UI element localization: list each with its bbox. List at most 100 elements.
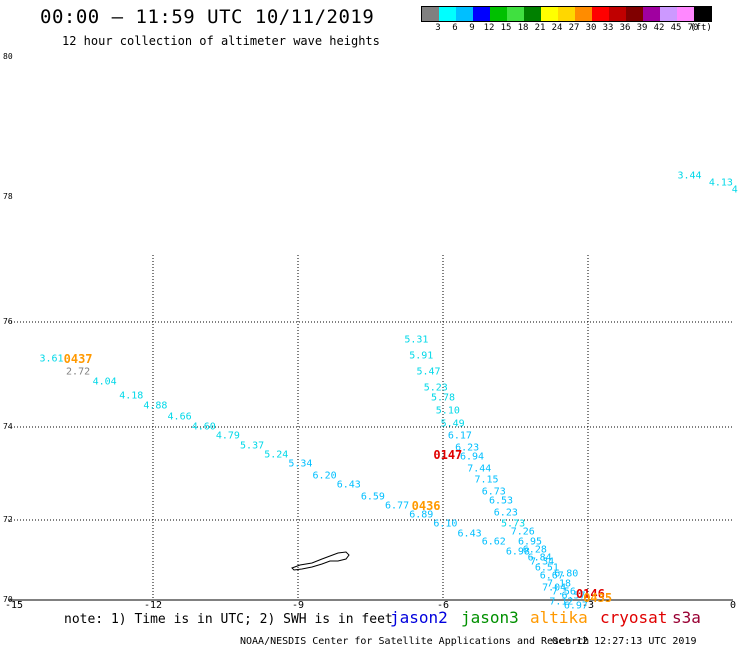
satellite-legend-jason3: jason3 [461, 608, 519, 627]
wave-height-value: 4.66 [167, 411, 192, 422]
scale-label: 42 [653, 23, 665, 33]
wave-height-value: 6.84 [527, 552, 552, 564]
scale-label: 30 [585, 23, 597, 33]
wave-height-value: 6.62 [481, 536, 506, 548]
wave-height-value: 7.15 [474, 474, 499, 486]
jan-mayen-island-outline [291, 551, 350, 571]
scale-swatch [660, 7, 677, 21]
wave-height-value: 6.89 [409, 509, 434, 521]
wave-height-value: 6.57 [561, 590, 586, 602]
longitude-label: -15 [4, 600, 24, 611]
wave-height-value: 6.43 [457, 528, 482, 540]
wave-height-value: 6.77 [385, 500, 410, 512]
longitude-label: -6 [436, 600, 450, 611]
wave-height-value: 3.44 [677, 170, 702, 182]
longitude-label: -9 [291, 600, 305, 611]
wave-height-value: 6.94 [459, 451, 485, 463]
latitude-label: 80 [3, 52, 13, 61]
wave-height-value: 5.34 [288, 458, 313, 470]
scale-label: 18 [517, 23, 529, 33]
scale-swatch [439, 7, 456, 21]
longitude-label: -3 [581, 600, 595, 611]
wave-height-value: 6.80 [554, 568, 579, 580]
wave-height-value: 5.78 [430, 392, 456, 404]
wave-height-value: 4.88 [143, 400, 168, 412]
wave-height-value: 5.49 [440, 418, 465, 430]
scale-swatch [677, 7, 694, 21]
scale-label: 70 [687, 23, 699, 33]
wave-height-value: 4.79 [215, 430, 240, 442]
scale-swatch [694, 7, 711, 21]
scale-swatch [643, 7, 660, 21]
wave-height-value: 6.20 [312, 470, 337, 482]
wave-height-value: 4.18 [119, 390, 144, 401]
wave-height-value: 6.10 [433, 518, 458, 530]
scale-label: 15 [500, 23, 512, 33]
latitude-label: 76 [3, 317, 13, 326]
credit-line: NOAA/NESDIS Center for Satellite Applica… [240, 636, 590, 647]
wave-height-value: 6.73 [481, 486, 506, 498]
latitude-label: 74 [3, 422, 13, 431]
pass-time-label: 0436 [411, 499, 441, 514]
scale-label: 27 [568, 23, 580, 33]
scale-label: 12 [483, 23, 495, 33]
wave-height-value: 6.95 [517, 536, 543, 548]
scale-label: 33 [602, 23, 614, 33]
wave-height-value: 3.61 [39, 353, 64, 365]
wave-height-value: 7.12 [549, 596, 574, 608]
wave-height-value: 6.98 [505, 546, 530, 558]
scale-swatch [456, 7, 473, 21]
wave-height-value: 7.44 [467, 463, 492, 475]
wave-height-value: 6.28 [522, 544, 547, 556]
scale-label: 9 [469, 23, 475, 33]
latitude-label: 72 [3, 515, 13, 524]
wave-height-value: 5.10 [435, 405, 460, 417]
scale-swatch [524, 7, 541, 21]
scale-swatch [592, 7, 609, 21]
wave-height-value: 6.53 [488, 495, 514, 507]
satellite-legend-altika: altika [530, 608, 588, 627]
pass-time-label: 0147 [433, 447, 463, 462]
scale-label: 39 [636, 23, 648, 33]
wave-height-color-scale [421, 6, 712, 22]
wave-height-value: 7.56 [551, 586, 576, 598]
wave-height-value: 6.97 [563, 600, 588, 612]
scale-swatch [541, 7, 558, 21]
scale-swatch [422, 7, 439, 21]
wave-height-value: 7.18 [546, 578, 572, 590]
scale-label: (ft) [690, 23, 712, 33]
satellite-legend-jason2: jason2 [390, 608, 448, 627]
satellite-legend-s3a: s3a [672, 608, 701, 627]
latitude-label: 78 [3, 192, 13, 201]
wave-height-value: 5.23 [423, 382, 448, 394]
wave-height-value: 5.31 [404, 334, 429, 346]
wave-height-value: 2.72 [66, 366, 91, 378]
longitude-label: -12 [143, 600, 163, 611]
wave-height-value: 6.43 [336, 479, 361, 491]
wave-height-value: 4.60 [191, 421, 216, 433]
wave-height-value: 6.59 [360, 491, 385, 503]
wave-height-value: 7.34 [530, 556, 555, 568]
latitude-label: 70 [3, 595, 13, 604]
wave-height-value: 6.23 [455, 442, 480, 454]
wave-height-value: 6.23 [493, 507, 518, 519]
scale-label: 36 [619, 23, 631, 33]
map-title: 00:00 – 11:59 UTC 10/11/2019 [40, 6, 375, 28]
scale-label: 24 [551, 23, 563, 33]
scale-swatch [507, 7, 524, 21]
wave-height-value: 7.04 [542, 582, 567, 594]
wave-height-value: 7.26 [510, 526, 535, 538]
scale-label: 3 [435, 23, 441, 33]
generation-timestamp: Oct 12 12:27:13 UTC 2019 [552, 636, 697, 647]
wave-height-value: 6.51 [534, 562, 559, 574]
scale-swatch [609, 7, 626, 21]
wave-height-value: 5.91 [409, 350, 434, 362]
wave-height-value: 4.13 [708, 177, 733, 189]
wave-height-value: 5.37 [240, 440, 265, 452]
satellite-legend-cryosat: cryosat [600, 608, 668, 627]
pass-time-label: 0435 [583, 591, 613, 605]
map-subtitle: 12 hour collection of altimeter wave hei… [62, 34, 380, 48]
scale-swatch [575, 7, 592, 21]
scale-label: 21 [534, 23, 546, 33]
